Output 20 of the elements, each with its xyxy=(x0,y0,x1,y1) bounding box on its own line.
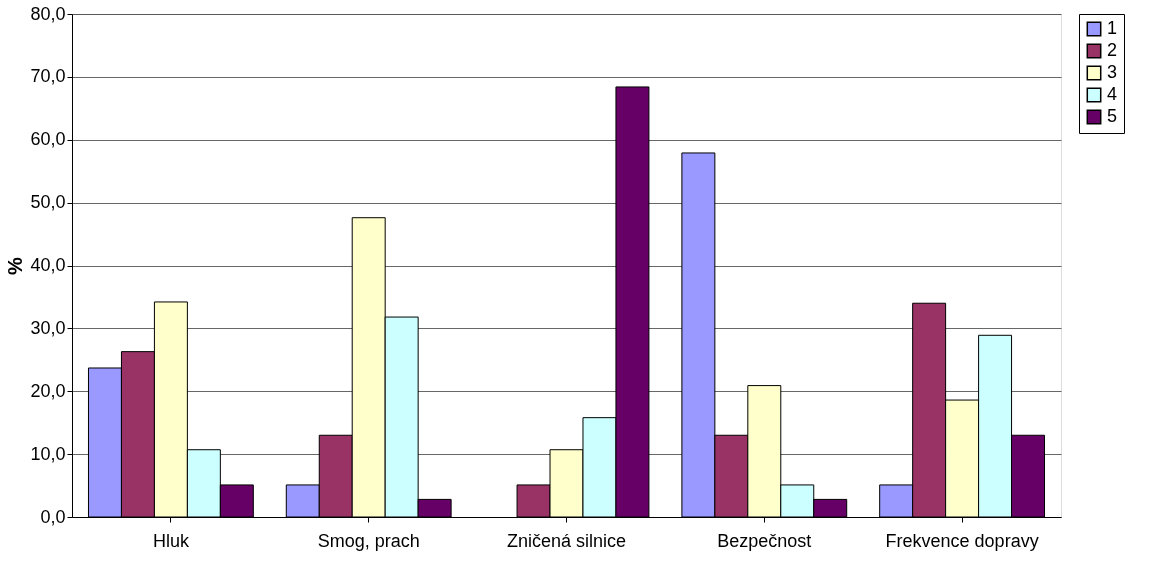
x-tick-label: Hluk xyxy=(152,530,190,551)
y-tick-label: 30,0 xyxy=(30,317,66,338)
y-tick-label: 70,0 xyxy=(30,66,66,87)
x-tick-label: Smog, prach xyxy=(317,530,420,551)
y-tick-label: 10,0 xyxy=(30,443,66,464)
y-tick-label: 0,0 xyxy=(40,506,66,527)
legend-label: 5 xyxy=(1107,106,1118,126)
y-tick-label: 80,0 xyxy=(30,3,66,24)
y-tick-label: 60,0 xyxy=(30,129,66,150)
y-tick-label: 20,0 xyxy=(30,380,66,401)
legend-label: 2 xyxy=(1107,40,1118,60)
x-tick-label: Frekvence dopravy xyxy=(885,530,1039,551)
x-tick-label: Zničená silnice xyxy=(506,530,627,551)
y-axis-title: % xyxy=(4,256,27,275)
y-tick-label: 50,0 xyxy=(30,192,66,213)
legend-label: 3 xyxy=(1107,62,1118,82)
x-tick-label: Bezpečnost xyxy=(717,530,812,551)
y-tick-label: 40,0 xyxy=(30,255,66,275)
legend-label: 4 xyxy=(1107,84,1118,104)
legend-label: 1 xyxy=(1107,18,1118,38)
